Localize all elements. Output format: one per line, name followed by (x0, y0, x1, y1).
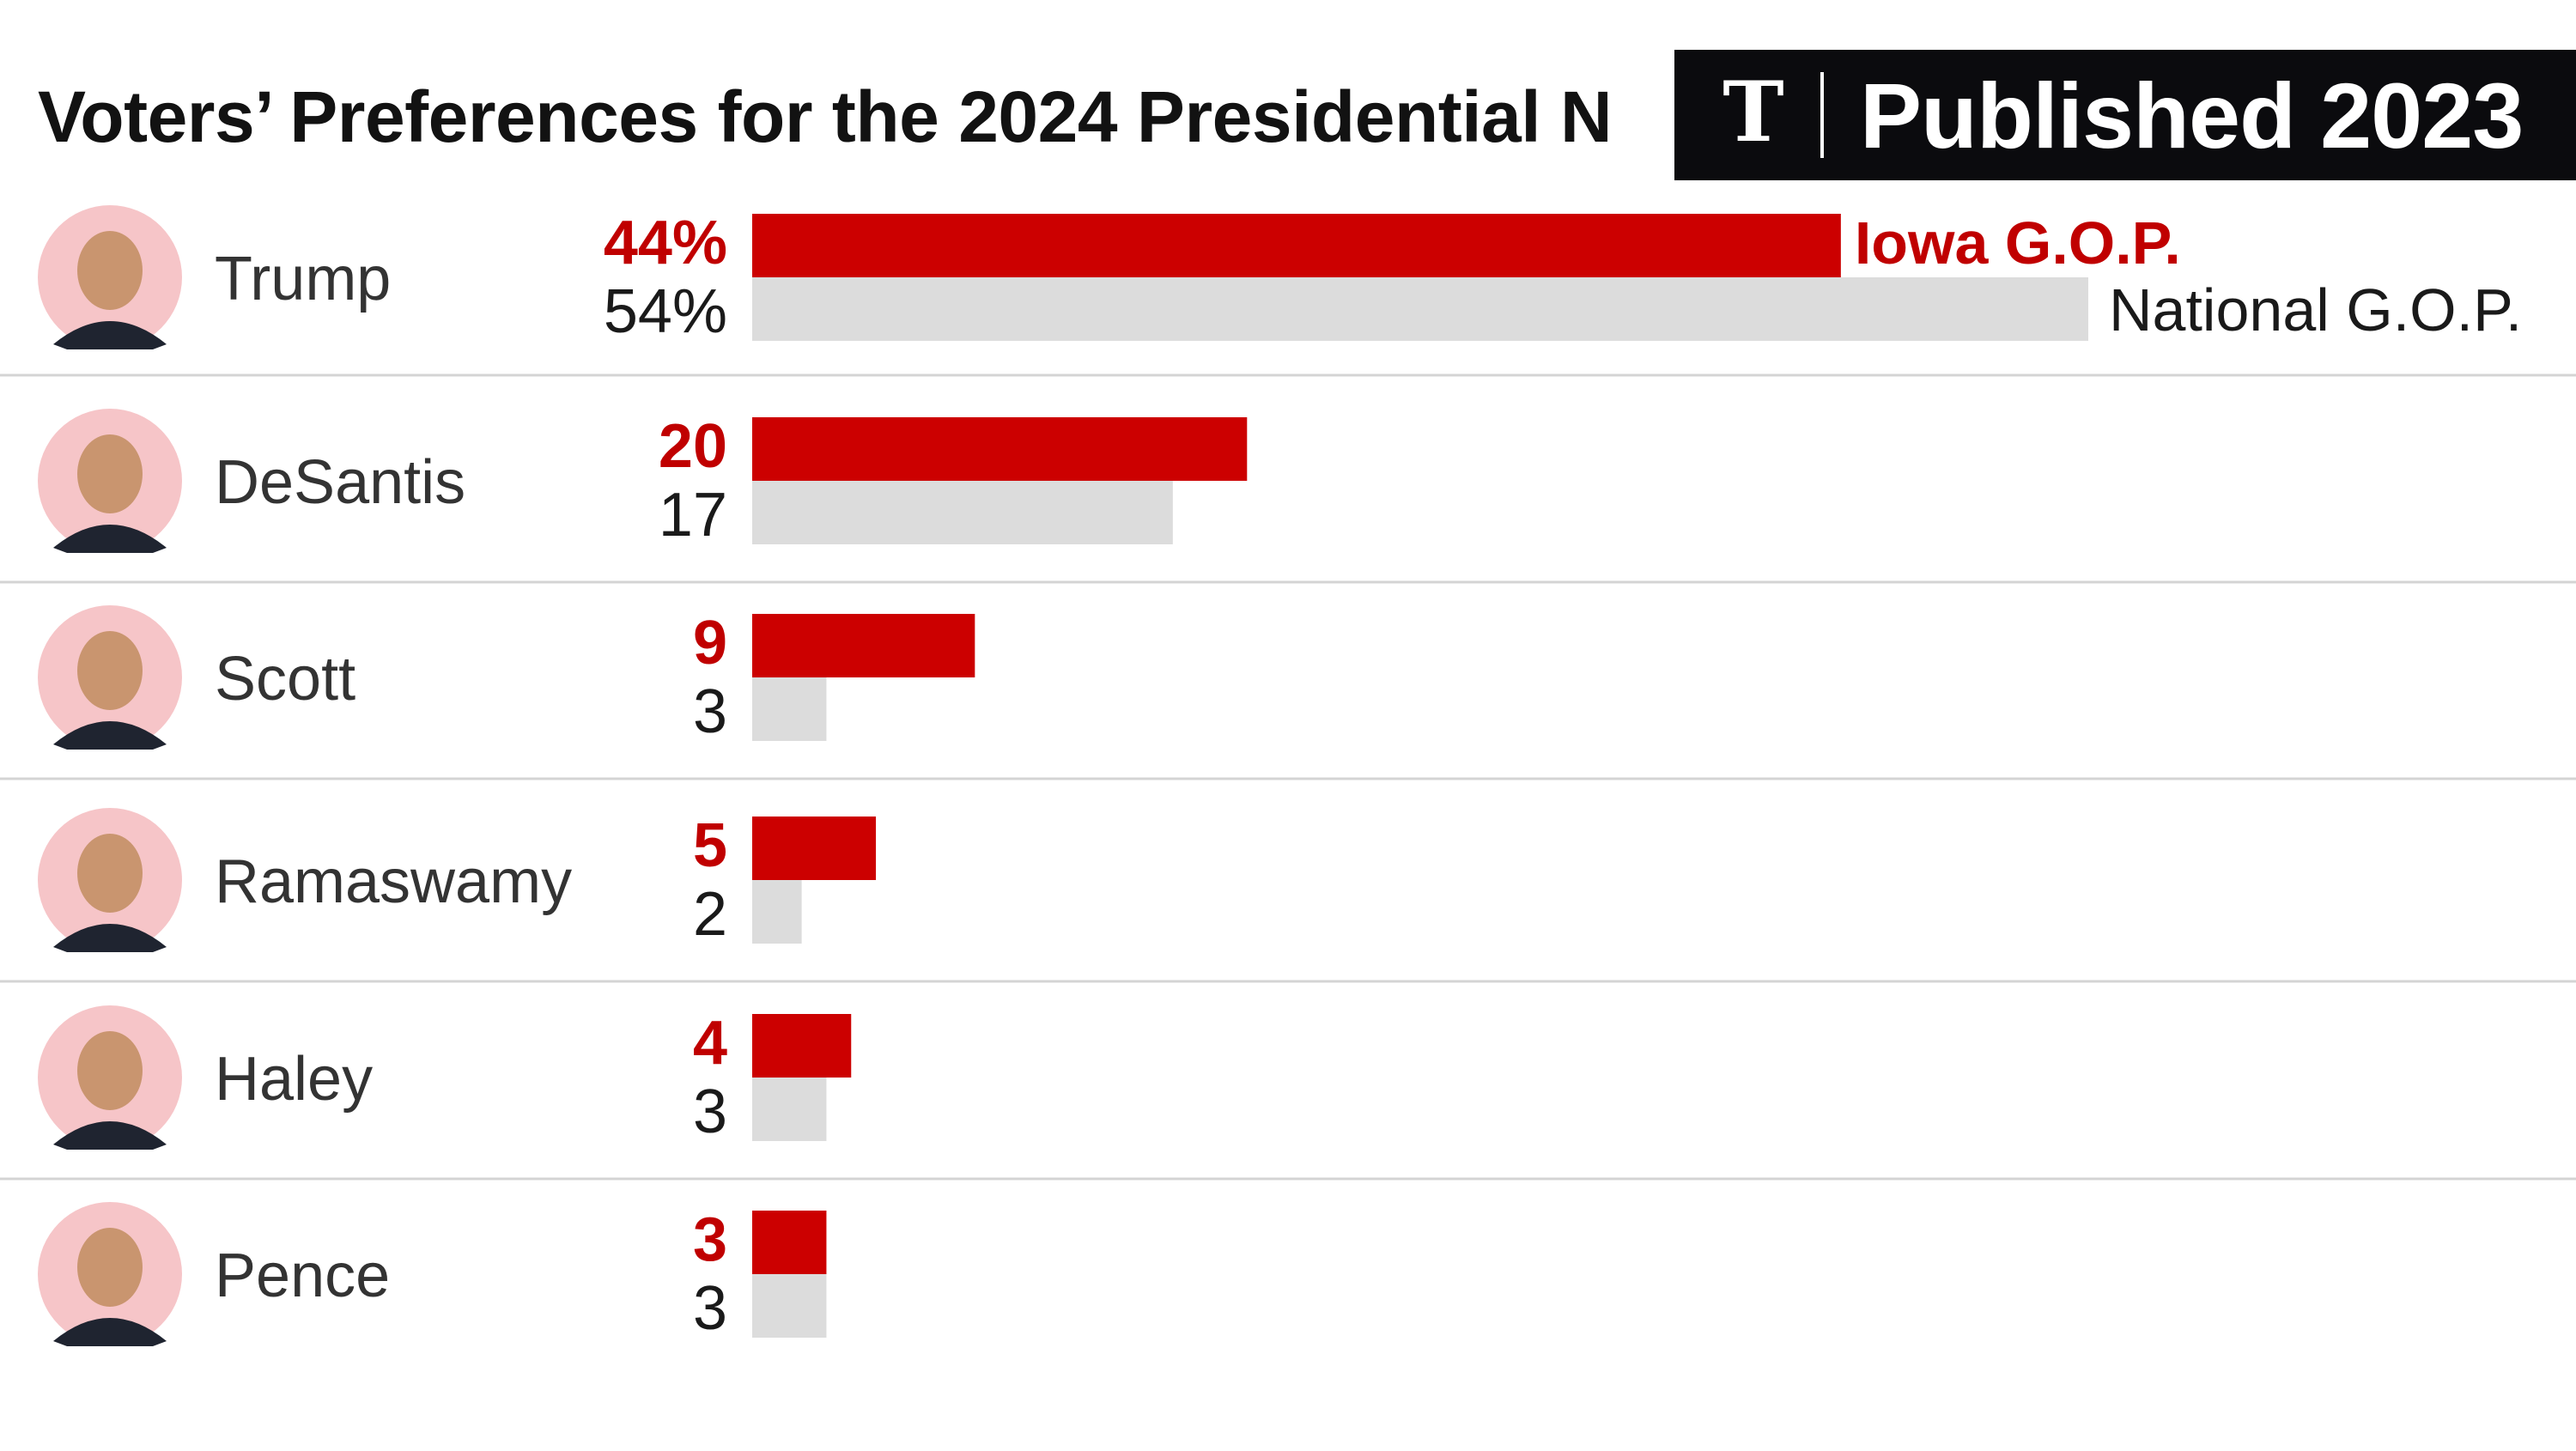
iowa-value-label-trump: 44% (604, 209, 727, 277)
avatar-suit-trump (53, 321, 167, 349)
national-bar-desantis (752, 481, 1173, 544)
national-bar-trump (752, 277, 2088, 341)
national-bar-scott (752, 677, 827, 741)
iowa-value-label-ramaswamy: 5 (693, 811, 727, 880)
svg-text:T: T (1722, 69, 1783, 161)
avatar-suit-haley (53, 1121, 167, 1150)
iowa-bar-haley (752, 1014, 852, 1078)
legend-national: National G.O.P. (2109, 276, 2522, 343)
avatar-face-scott (77, 631, 143, 710)
iowa-bar-pence (752, 1211, 827, 1274)
avatar-suit-desantis (53, 525, 167, 553)
nyt-logo-icon: T (1707, 69, 1800, 161)
national-value-label-scott: 3 (693, 677, 727, 746)
avatar-face-pence (77, 1228, 143, 1307)
candidate-name-haley: Haley (215, 1045, 373, 1114)
legend-iowa: Iowa G.O.P. (1855, 209, 2181, 276)
avatar-face-trump (77, 231, 143, 310)
iowa-bar-desantis (752, 417, 1248, 481)
iowa-bar-ramaswamy (752, 817, 877, 880)
badge-divider (1820, 72, 1824, 158)
avatar-face-haley (77, 1031, 143, 1110)
candidate-name-scott: Scott (215, 645, 355, 713)
national-bar-haley (752, 1078, 827, 1141)
published-badge: T Published 2023 (1674, 50, 2576, 180)
national-value-label-pence: 3 (693, 1274, 727, 1343)
avatar-suit-pence (53, 1318, 167, 1346)
iowa-bar-scott (752, 614, 975, 677)
iowa-value-label-pence: 3 (693, 1205, 727, 1274)
avatar-face-desantis (77, 434, 143, 513)
national-value-label-trump: 54% (604, 277, 727, 346)
iowa-value-label-haley: 4 (693, 1009, 727, 1078)
national-bar-ramaswamy (752, 880, 802, 944)
candidate-name-pence: Pence (215, 1242, 390, 1310)
candidate-name-ramaswamy: Ramaswamy (215, 847, 572, 916)
badge-text: Published 2023 (1860, 63, 2524, 167)
national-value-label-haley: 3 (693, 1078, 727, 1146)
candidate-name-desantis: DeSantis (215, 448, 465, 517)
chart-title: Voters’ Preferences for the 2024 Preside… (38, 76, 1613, 157)
avatar-suit-scott (53, 721, 167, 750)
avatar-face-ramaswamy (77, 834, 143, 913)
candidate-name-trump: Trump (215, 245, 391, 313)
national-bar-pence (752, 1274, 827, 1338)
iowa-value-label-scott: 9 (693, 609, 727, 677)
national-value-label-ramaswamy: 2 (693, 880, 727, 949)
iowa-value-label-desantis: 20 (659, 412, 727, 481)
iowa-bar-trump (752, 214, 1841, 277)
national-value-label-desantis: 17 (659, 481, 727, 549)
avatar-suit-ramaswamy (53, 924, 167, 952)
